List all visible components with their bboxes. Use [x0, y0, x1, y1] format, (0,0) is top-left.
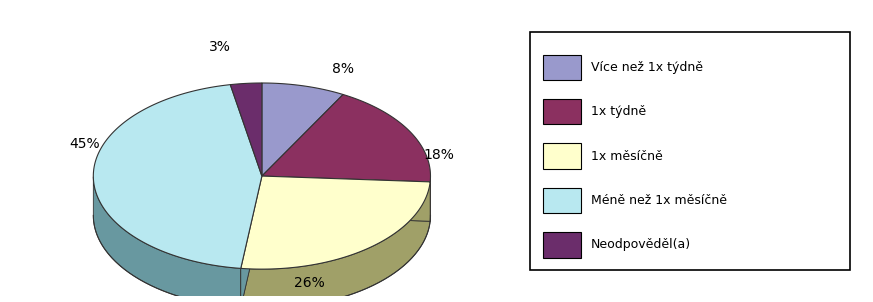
Polygon shape [262, 95, 430, 182]
Text: 45%: 45% [70, 137, 100, 151]
Text: Neodpověděl(a): Neodpověděl(a) [591, 238, 691, 251]
Polygon shape [241, 176, 262, 302]
Polygon shape [241, 176, 262, 302]
Text: Méně než 1x měsíčně: Méně než 1x měsíčně [591, 194, 727, 207]
FancyBboxPatch shape [543, 188, 581, 213]
FancyBboxPatch shape [543, 55, 581, 80]
FancyBboxPatch shape [543, 99, 581, 124]
FancyBboxPatch shape [543, 143, 581, 169]
Text: 8%: 8% [332, 62, 354, 76]
FancyBboxPatch shape [530, 32, 849, 270]
Text: Více než 1x týdně: Více než 1x týdně [591, 61, 703, 74]
FancyBboxPatch shape [543, 232, 581, 258]
Polygon shape [262, 176, 430, 221]
Polygon shape [262, 83, 343, 176]
Polygon shape [241, 182, 430, 302]
Polygon shape [262, 176, 430, 221]
Text: 3%: 3% [209, 40, 230, 54]
Polygon shape [93, 85, 262, 268]
Text: 1x měsíčně: 1x měsíčně [591, 149, 663, 162]
Polygon shape [230, 83, 262, 176]
Text: 1x týdně: 1x týdně [591, 105, 646, 118]
Text: 18%: 18% [423, 148, 454, 162]
Polygon shape [93, 177, 241, 302]
Polygon shape [241, 176, 430, 269]
Text: 26%: 26% [293, 276, 325, 291]
